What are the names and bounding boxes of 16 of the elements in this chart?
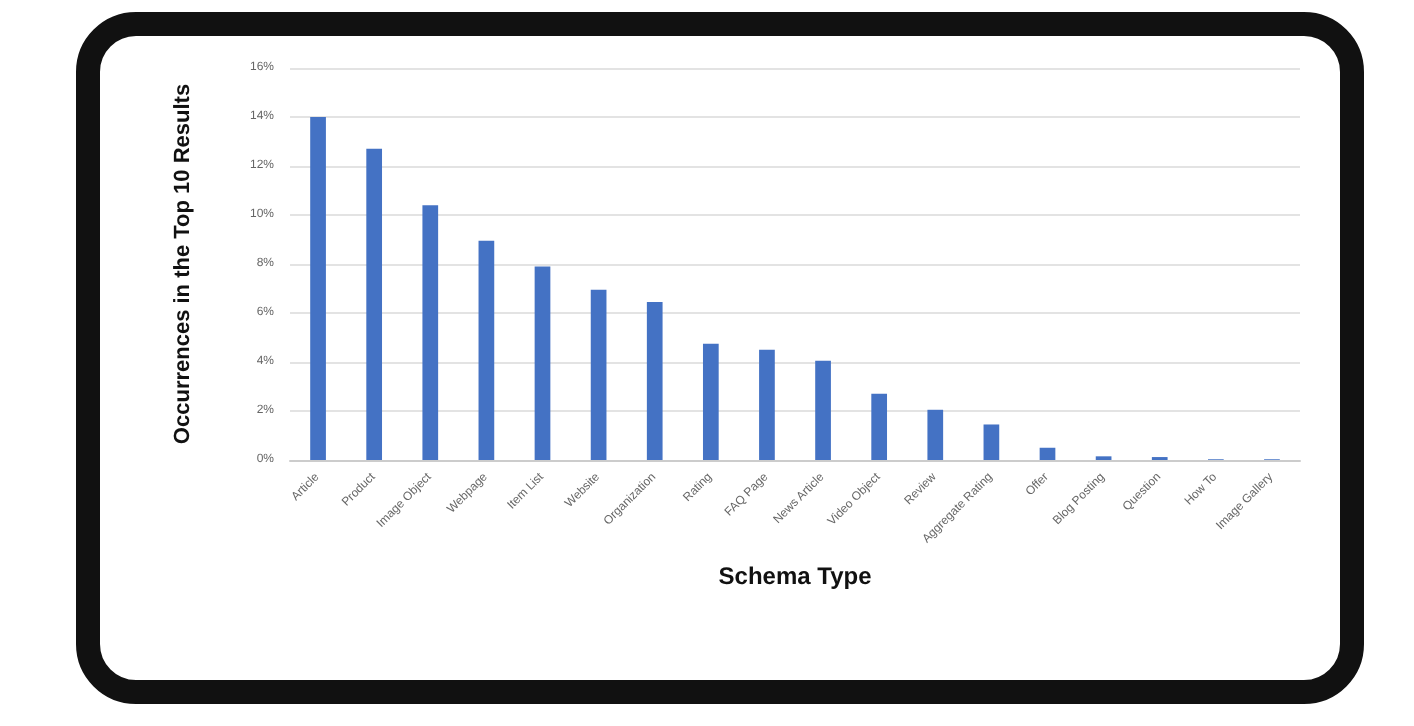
bar [534,266,551,460]
bar [983,424,1000,460]
bar [927,409,944,460]
bar [310,117,326,460]
bar [815,360,831,460]
bar [1039,447,1056,460]
bar [590,289,607,460]
bar [646,301,663,460]
bar [422,205,439,460]
bar [702,343,719,460]
bar [871,393,888,460]
bar [759,349,775,460]
y-axis-title: Occurrences in the Top 10 Results [171,83,195,445]
bar [366,148,383,460]
bar [478,240,495,460]
x-axis-title: Schema Type [718,562,873,590]
